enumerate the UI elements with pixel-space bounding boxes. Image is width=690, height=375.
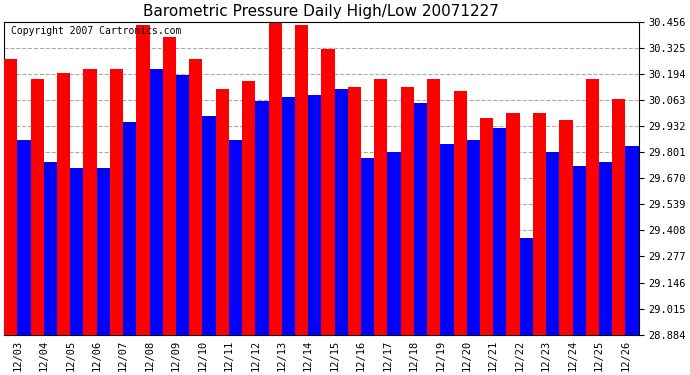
Bar	[176, 75, 189, 335]
Bar	[453, 91, 466, 335]
Bar	[282, 97, 295, 335]
Bar	[255, 100, 268, 335]
Bar	[388, 152, 401, 335]
Text: Copyright 2007 Cartronics.com: Copyright 2007 Cartronics.com	[10, 26, 181, 36]
Bar	[123, 123, 137, 335]
Bar	[466, 140, 480, 335]
Bar	[427, 79, 440, 335]
Bar	[480, 118, 493, 335]
Bar	[30, 79, 44, 335]
Bar	[625, 146, 639, 335]
Bar	[440, 144, 453, 335]
Bar	[308, 94, 322, 335]
Bar	[137, 25, 150, 335]
Bar	[612, 99, 625, 335]
Bar	[361, 158, 374, 335]
Bar	[322, 49, 335, 335]
Bar	[295, 25, 308, 335]
Bar	[335, 88, 348, 335]
Bar	[57, 73, 70, 335]
Bar	[242, 81, 255, 335]
Bar	[229, 140, 242, 335]
Bar	[560, 120, 573, 335]
Bar	[202, 117, 216, 335]
Bar	[4, 59, 17, 335]
Bar	[414, 102, 427, 335]
Bar	[44, 162, 57, 335]
Title: Barometric Pressure Daily High/Low 20071227: Barometric Pressure Daily High/Low 20071…	[144, 4, 500, 19]
Bar	[163, 37, 176, 335]
Bar	[374, 79, 388, 335]
Bar	[533, 112, 546, 335]
Bar	[401, 87, 414, 335]
Bar	[268, 23, 282, 335]
Bar	[506, 112, 520, 335]
Bar	[586, 79, 599, 335]
Bar	[573, 166, 586, 335]
Bar	[97, 168, 110, 335]
Bar	[150, 69, 163, 335]
Bar	[493, 129, 506, 335]
Bar	[70, 168, 83, 335]
Bar	[520, 238, 533, 335]
Bar	[599, 162, 612, 335]
Bar	[216, 88, 229, 335]
Bar	[110, 69, 123, 335]
Bar	[348, 87, 361, 335]
Bar	[189, 59, 202, 335]
Bar	[83, 69, 97, 335]
Bar	[17, 140, 30, 335]
Bar	[546, 152, 560, 335]
